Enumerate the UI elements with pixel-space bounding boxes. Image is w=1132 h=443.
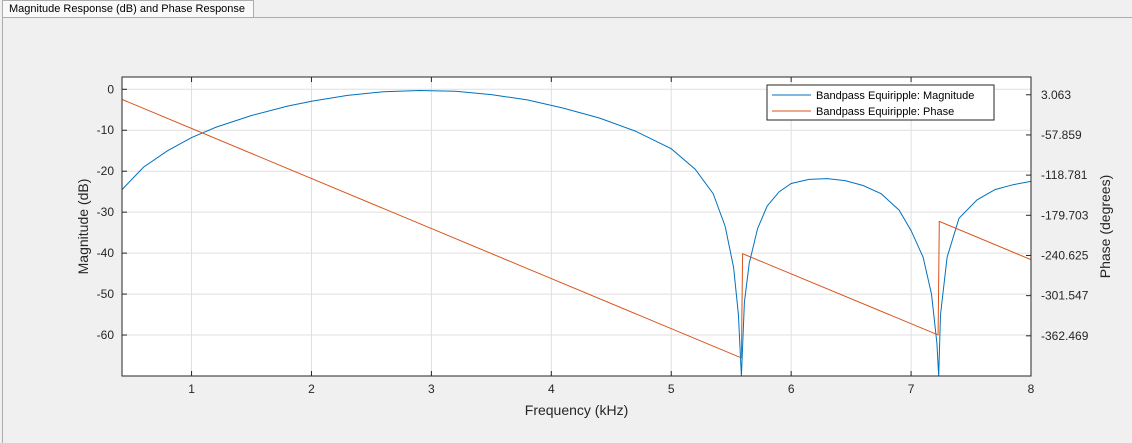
legend: Bandpass Equiripple: Magnitude Bandpass E… — [766, 84, 995, 121]
y2-tick-label: -57.859 — [1041, 128, 1082, 142]
y2-axis-label: Phase (degrees) — [1097, 175, 1113, 279]
y2-tick-label: -240.625 — [1041, 248, 1089, 262]
tab-magnitude-phase[interactable]: Magnitude Response (dB) and Phase Respon… — [2, 0, 255, 17]
x-tick-label: 1 — [188, 382, 195, 396]
y-tick-label: -50 — [97, 287, 115, 301]
x-tick-label: 6 — [788, 382, 795, 396]
magnitude-line — [122, 89, 1031, 376]
y-tick-label: -30 — [97, 205, 115, 219]
y-tick-label: -60 — [97, 328, 115, 342]
x-tick-label: 3 — [428, 382, 435, 396]
y-tick-label: -20 — [97, 164, 115, 178]
y2-tick-label: -179.703 — [1041, 208, 1089, 222]
legend-box — [766, 84, 995, 121]
y-axis-label: Magnitude (dB) — [75, 179, 91, 275]
y2-tick-label: -301.547 — [1041, 289, 1089, 303]
y2-tick-label: -118.781 — [1041, 168, 1088, 182]
y2-tick-label: -362.469 — [1041, 329, 1089, 343]
y-tick-label: -40 — [97, 246, 115, 260]
x-tick-label: 2 — [308, 382, 315, 396]
x-tick-label: 5 — [668, 382, 675, 396]
tab-strip: Magnitude Response (dB) and Phase Respon… — [0, 0, 1132, 18]
plot-area — [122, 77, 1031, 376]
legend-entry: Bandpass Equiripple: Magnitude — [816, 90, 974, 102]
y-tick-label: -10 — [97, 123, 115, 137]
x-tick-label: 7 — [908, 382, 915, 396]
phase-line — [122, 98, 1031, 359]
x-tick-label: 4 — [548, 382, 555, 396]
legend-entry: Bandpass Equiripple: Phase — [816, 106, 954, 118]
x-tick-label: 8 — [1028, 382, 1035, 396]
y-tick-label: 0 — [107, 82, 114, 96]
y2-tick-label: 3.063 — [1041, 88, 1071, 102]
plot-frame — [121, 76, 1032, 377]
x-axis-label: Frequency (kHz) — [525, 402, 628, 418]
